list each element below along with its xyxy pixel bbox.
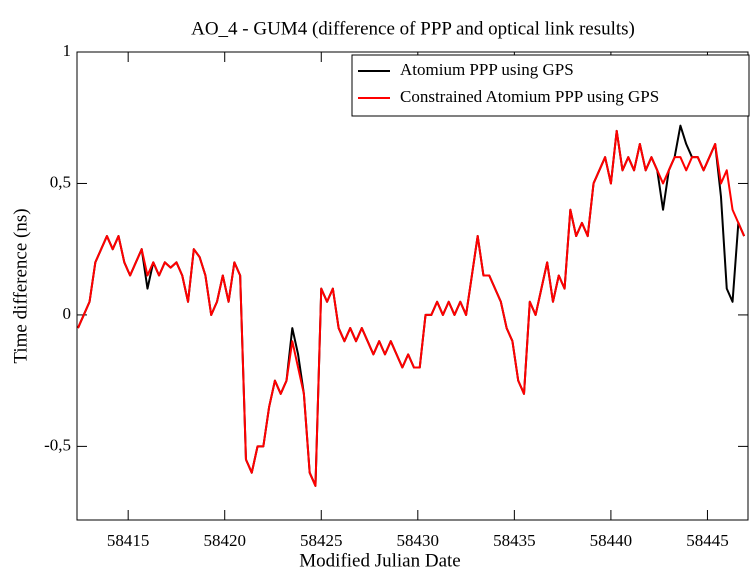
y-tick-label: 0 xyxy=(63,304,72,323)
series-line xyxy=(77,129,746,487)
x-tick-label: 58420 xyxy=(203,531,246,550)
series-line xyxy=(77,124,746,487)
y-tick-label: 1 xyxy=(63,41,72,60)
plot-frame xyxy=(76,51,749,521)
y-axis-label: Time difference (ns) xyxy=(10,208,31,363)
x-tick-label: 58425 xyxy=(300,531,343,550)
chart-title: AO_4 - GUM4 (difference of PPP and optic… xyxy=(191,18,635,39)
x-axis-label: Modified Julian Date xyxy=(299,550,460,571)
legend-label: Atomium PPP using GPS xyxy=(400,60,574,79)
y-tick-label: 0,5 xyxy=(50,172,71,191)
x-tick-label: 58415 xyxy=(107,531,150,550)
x-tick-label: 58445 xyxy=(686,531,729,550)
legend-label: Constrained Atomium PPP using GPS xyxy=(400,87,659,106)
x-tick-label: 58435 xyxy=(493,531,536,550)
x-tick-label: 58440 xyxy=(590,531,633,550)
legend-box xyxy=(351,54,750,117)
x-tick-label: 58430 xyxy=(397,531,440,550)
y-tick-label: -0,5 xyxy=(44,435,71,454)
